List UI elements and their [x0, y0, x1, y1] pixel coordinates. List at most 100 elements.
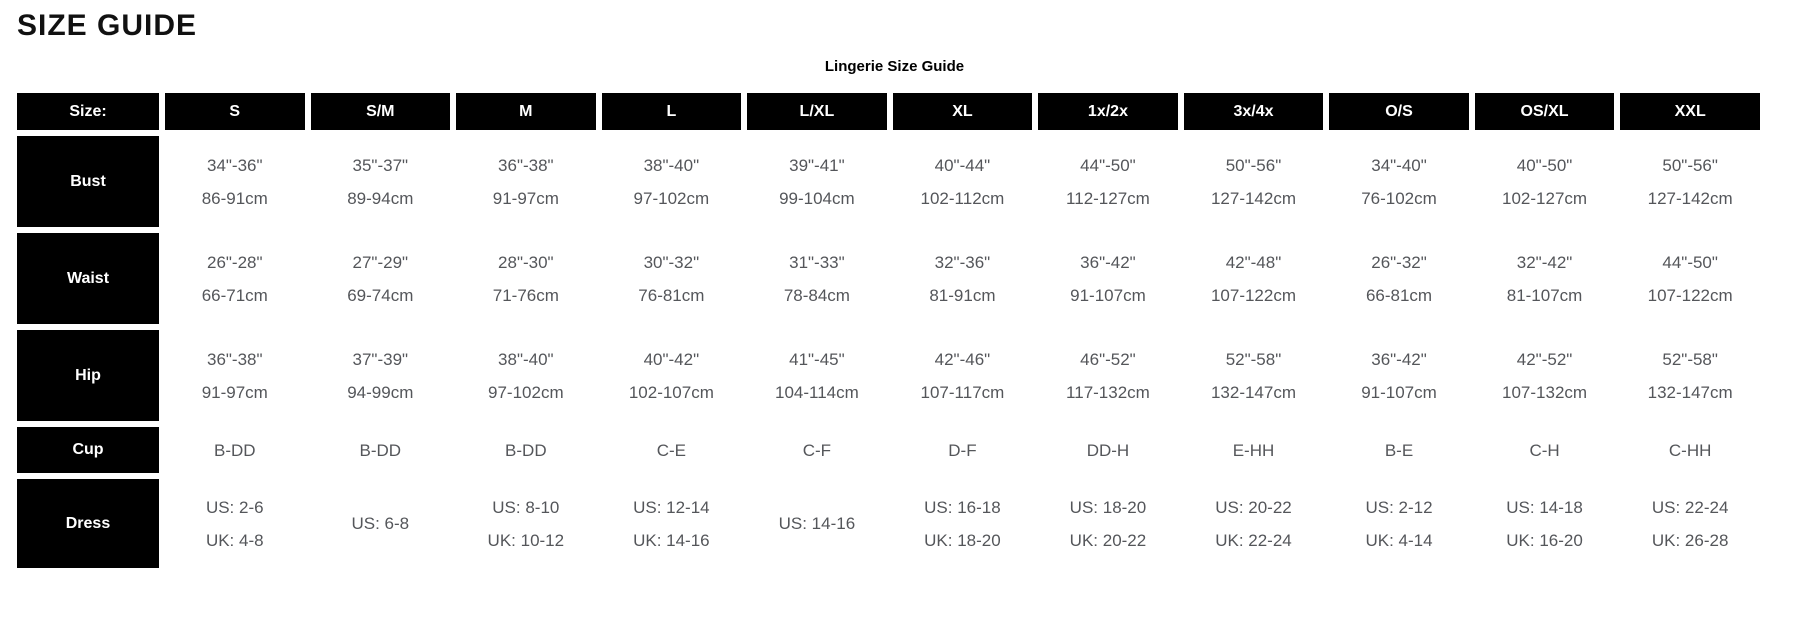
- size-cell-dress-2: US: 8-10 UK: 10-12: [456, 479, 596, 568]
- size-cell-line: 97-102cm: [488, 382, 564, 402]
- column-header-xl: XL: [892, 93, 1033, 130]
- size-cell-line: 66-71cm: [201, 285, 268, 305]
- column-header-os-xl: OS/XL: [1474, 93, 1615, 130]
- row-label-dress: Dress: [17, 479, 159, 568]
- size-cell-line: 127-142cm: [1647, 188, 1733, 208]
- size-cell-line: 37"-39": [352, 349, 409, 369]
- column-header-s-m: S/M: [310, 93, 451, 130]
- size-cell-line: 36"-42": [1371, 349, 1427, 369]
- column-header-m: M: [456, 93, 596, 130]
- size-cell-cup-8: B-E: [1329, 427, 1469, 473]
- size-cell-hip-6: 46"-52" 117-132cm: [1038, 330, 1178, 421]
- size-cell-cup-1: B-DD: [310, 427, 451, 473]
- size-cell-dress-8: US: 2-12 UK: 4-14: [1329, 479, 1469, 568]
- size-cell-cup-6: DD-H: [1038, 427, 1178, 473]
- size-cell-hip-0: 36"-38" 91-97cm: [165, 330, 305, 421]
- column-header-o-s: O/S: [1329, 93, 1469, 130]
- size-cell-line: 91-97cm: [492, 188, 559, 208]
- size-cell-cup-5: D-F: [892, 427, 1033, 473]
- size-cell-waist-7: 42"-48" 107-122cm: [1183, 233, 1324, 324]
- size-cell-bust-6: 44"-50" 112-127cm: [1038, 136, 1178, 227]
- table-caption: Lingerie Size Guide: [824, 58, 965, 75]
- size-cell-hip-2: 38"-40" 97-102cm: [456, 330, 596, 421]
- size-cell-dress-10: US: 22-24 UK: 26-28: [1620, 479, 1760, 568]
- size-cell-line: C-E: [656, 440, 686, 460]
- size-cell-line: 50"-56": [1225, 155, 1282, 175]
- size-cell-hip-7: 52"-58" 132-147cm: [1183, 330, 1324, 421]
- size-cell-line: 27"-29": [352, 252, 409, 272]
- size-cell-line: 112-127cm: [1066, 188, 1150, 208]
- table-row-dress: Dress US: 2-6 UK: 4-8 US: 6-8 US: 8-10 UK: 10…: [17, 479, 1760, 568]
- size-cell-line: 36"-42": [1080, 252, 1136, 272]
- size-cell-line: 78-84cm: [783, 285, 850, 305]
- size-cell-line: US: 2-12: [1365, 497, 1433, 517]
- size-cell-line: 94-99cm: [347, 382, 414, 402]
- size-cell-dress-4: US: 14-16: [747, 479, 887, 568]
- size-cell-cup-9: C-H: [1474, 427, 1615, 473]
- size-cell-line: 30"-32": [643, 252, 700, 272]
- column-header-1x-2x: 1x/2x: [1038, 93, 1178, 130]
- size-cell-line: 34"-36": [206, 155, 263, 175]
- size-cell-line: E-HH: [1232, 440, 1275, 460]
- size-cell-waist-10: 44"-50" 107-122cm: [1620, 233, 1760, 324]
- size-cell-line: US: 20-22: [1215, 497, 1292, 517]
- size-cell-line: 31"-33": [789, 252, 845, 272]
- size-cell-dress-0: US: 2-6 UK: 4-8: [165, 479, 305, 568]
- page-title: SIZE GUIDE: [17, 9, 198, 42]
- size-cell-line: US: 6-8: [351, 514, 410, 533]
- size-cell-hip-10: 52"-58" 132-147cm: [1620, 330, 1760, 421]
- size-cell-line: 28"-30": [498, 252, 554, 272]
- size-cell-waist-5: 32"-36" 81-91cm: [892, 233, 1033, 324]
- size-cell-line: C-HH: [1668, 440, 1712, 460]
- size-cell-line: 66-81cm: [1365, 285, 1433, 305]
- size-cell-line: US: 14-16: [778, 514, 856, 533]
- size-cell-line: B-DD: [505, 440, 547, 460]
- size-cell-line: 117-132cm: [1066, 382, 1150, 402]
- size-cell-line: 50"-56": [1662, 155, 1718, 175]
- table-row-hip: Hip 36"-38" 91-97cm 37"-39" 94-99cm 38"-40" 97…: [17, 330, 1760, 421]
- size-cell-line: US: 8-10: [492, 497, 560, 517]
- size-cell-line: UK: 16-20: [1506, 530, 1583, 550]
- size-cell-line: 71-76cm: [492, 285, 559, 305]
- size-cell-line: 91-107cm: [1361, 382, 1437, 402]
- size-cell-line: UK: 26-28: [1651, 530, 1729, 550]
- size-cell-line: 69-74cm: [347, 285, 414, 305]
- size-cell-line: B-DD: [359, 440, 402, 460]
- size-cell-line: 36"-38": [498, 155, 554, 175]
- column-header-xxl: XXL: [1620, 93, 1760, 130]
- size-cell-line: US: 14-18: [1506, 497, 1583, 517]
- size-cell-bust-3: 38"-40" 97-102cm: [601, 136, 742, 227]
- size-cell-line: 81-91cm: [929, 285, 996, 305]
- size-cell-line: 76-81cm: [638, 285, 705, 305]
- size-cell-line: UK: 18-20: [924, 530, 1001, 550]
- size-cell-line: 42"-52": [1516, 349, 1573, 369]
- size-cell-line: UK: 4-8: [205, 530, 264, 550]
- size-cell-line: US: 16-18: [924, 497, 1001, 517]
- table-row-bust: Bust 34"-36" 86-91cm 35"-37" 89-94cm 36"-38" 9…: [17, 136, 1760, 227]
- size-cell-line: DD-H: [1086, 440, 1130, 460]
- size-cell-line: US: 12-14: [633, 497, 710, 517]
- size-cell-line: 40"-50": [1516, 155, 1573, 175]
- size-cell-line: 36"-38": [206, 349, 263, 369]
- size-cell-line: 102-112cm: [920, 188, 1005, 208]
- size-cell-line: UK: 14-16: [633, 530, 710, 550]
- size-cell-line: 132-147cm: [1210, 382, 1297, 402]
- size-cell-line: UK: 10-12: [487, 530, 565, 550]
- size-cell-line: US: 18-20: [1069, 497, 1147, 517]
- size-cell-cup-7: E-HH: [1183, 427, 1324, 473]
- size-cell-hip-8: 36"-42" 91-107cm: [1329, 330, 1469, 421]
- size-cell-dress-1: US: 6-8: [310, 479, 451, 568]
- size-cell-line: 81-107cm: [1506, 285, 1583, 305]
- size-cell-line: B-E: [1384, 440, 1414, 460]
- size-cell-line: 32"-36": [934, 252, 991, 272]
- size-cell-line: 40"-44": [934, 155, 991, 175]
- size-cell-waist-3: 30"-32" 76-81cm: [601, 233, 742, 324]
- size-cell-line: 89-94cm: [347, 188, 414, 208]
- size-cell-bust-2: 36"-38" 91-97cm: [456, 136, 596, 227]
- size-cell-waist-8: 26"-32" 66-81cm: [1329, 233, 1469, 324]
- size-cell-bust-1: 35"-37" 89-94cm: [310, 136, 451, 227]
- size-cell-line: 76-102cm: [1361, 188, 1437, 208]
- size-cell-line: C-F: [802, 440, 832, 460]
- size-guide-table: Size: S S/M M L L/XL XL 1x/2x 3x/4x O/S OS/XL XXL B…: [11, 87, 1766, 574]
- size-cell-line: 34"-40": [1371, 155, 1427, 175]
